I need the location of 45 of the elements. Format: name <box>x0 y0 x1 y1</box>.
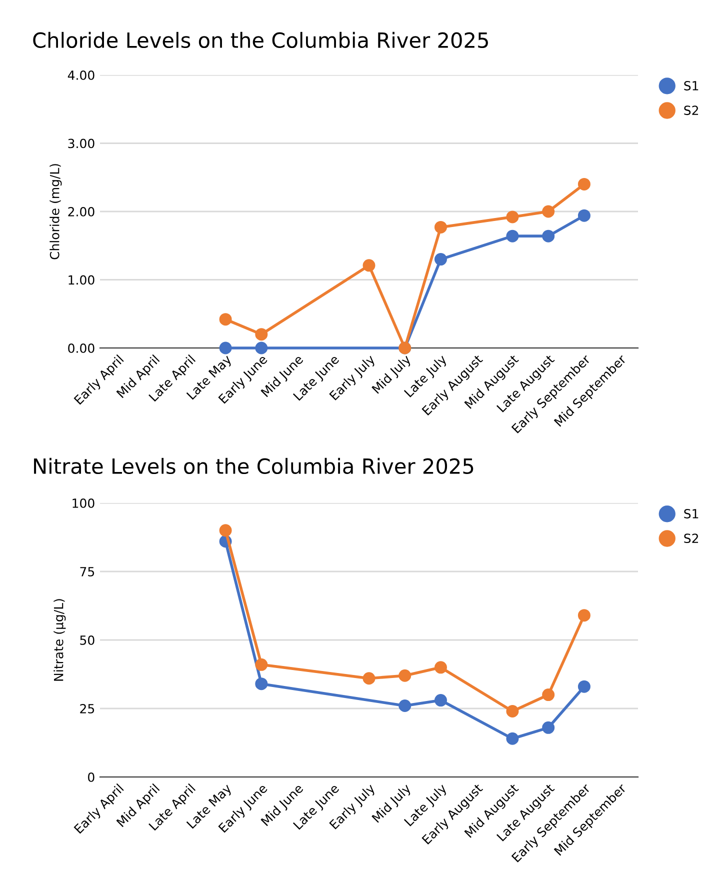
point <box>255 678 268 690</box>
point <box>506 210 519 224</box>
point <box>219 313 232 326</box>
y-axis-title: Chloride (mg/L) <box>50 164 62 260</box>
point <box>255 342 268 354</box>
point <box>434 220 447 234</box>
y-tick-label: 3.00 <box>68 138 94 148</box>
point <box>219 342 232 354</box>
point <box>434 694 447 707</box>
point <box>578 680 590 693</box>
y-axis-title: Nitrate (µg/L) <box>54 599 66 681</box>
y-tick-label: 0.00 <box>68 343 94 353</box>
chart-title: Chloride Levels on the Columbia River 2025 <box>33 32 488 48</box>
point <box>362 672 376 685</box>
point <box>578 609 590 622</box>
y-tick-label: 100 <box>72 498 94 508</box>
point <box>398 669 412 682</box>
point <box>219 524 232 537</box>
point <box>506 230 519 242</box>
y-tick-label: 50 <box>80 635 94 645</box>
point <box>255 658 268 671</box>
y-tick-label: 1.00 <box>68 275 94 285</box>
y-tick-label: 2.00 <box>68 206 94 216</box>
chart-title: Nitrate Levels on the Columbia River 2025 <box>34 458 474 474</box>
y-tick-label: 75 <box>80 567 94 576</box>
point <box>506 732 519 745</box>
point <box>255 328 268 341</box>
point <box>578 209 590 222</box>
point <box>542 721 555 734</box>
y-tick-label: 4.00 <box>68 70 94 80</box>
point <box>578 178 590 190</box>
point <box>542 230 555 242</box>
y-tick-label: 25 <box>80 704 94 714</box>
point <box>542 688 555 702</box>
point <box>398 700 412 712</box>
point <box>506 704 519 718</box>
y-tick-label: 0 <box>88 772 94 782</box>
legend-label: S2 <box>684 534 698 544</box>
point <box>434 661 447 674</box>
point <box>542 205 555 218</box>
point <box>434 253 447 266</box>
point <box>362 259 376 272</box>
legend-label: S1 <box>684 508 698 518</box>
legend-label: S2 <box>684 106 698 116</box>
legend-label: S1 <box>684 81 698 90</box>
